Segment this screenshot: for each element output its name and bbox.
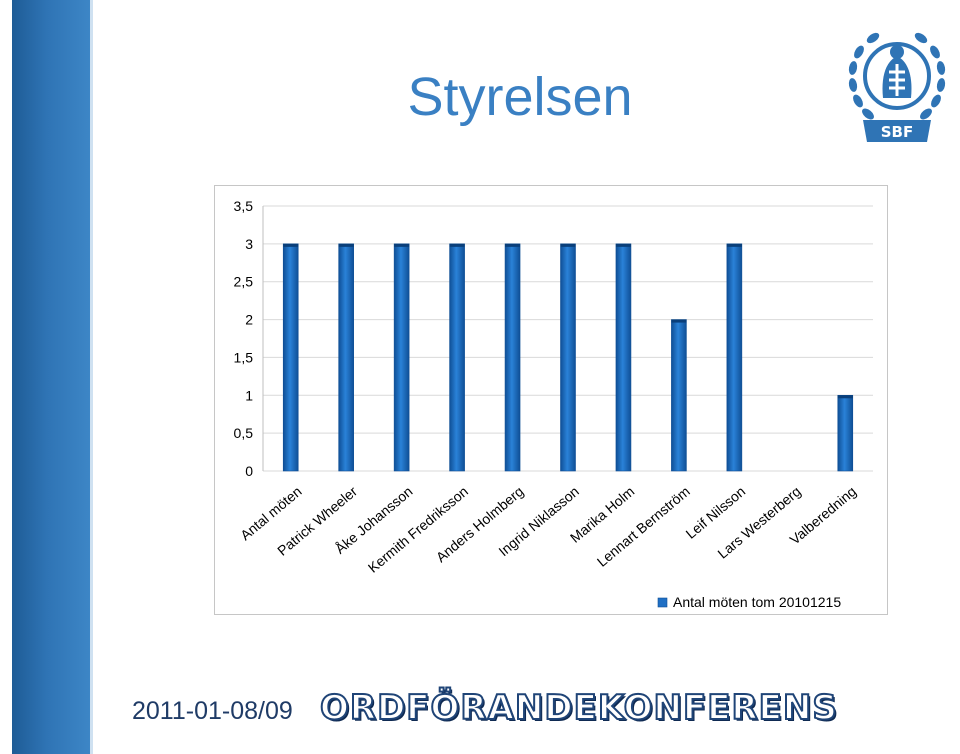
- chart-frame: 0 0,5 1 1,5 2 2,5 3 3,5 Antal möten Patrick Whee…: [214, 185, 888, 615]
- footer-date: 2011-01-08/09: [132, 697, 293, 725]
- logo-text: SBF: [881, 123, 913, 141]
- bar: [504, 243, 521, 472]
- bar-cap: [449, 243, 465, 247]
- bar-cap: [560, 243, 576, 247]
- y-tick-label: 3,5: [234, 198, 254, 214]
- slide-title: Styrelsen: [407, 67, 633, 127]
- y-tick-label: 0,5: [234, 425, 254, 441]
- y-tick-label: 0: [245, 463, 253, 479]
- bar: [615, 243, 632, 472]
- bar: [449, 243, 465, 472]
- side-bar-decoration: [12, 0, 93, 754]
- bar-cap: [505, 243, 521, 247]
- bar-cap: [338, 243, 354, 247]
- y-tick-label: 2,5: [234, 274, 254, 290]
- y-tick-label: 1: [245, 387, 253, 403]
- x-tick-label: Kermith Fredriksson: [365, 483, 471, 576]
- bar: [560, 243, 576, 472]
- y-tick-label: 1,5: [234, 349, 254, 365]
- bar: [338, 243, 354, 472]
- footer-conference-name: ORDFÖRANDEKONFERENS: [319, 687, 838, 729]
- bar-cap: [283, 243, 299, 247]
- y-tick-label: 3: [245, 236, 253, 252]
- bar-cap: [394, 243, 410, 247]
- bar-cap: [671, 319, 687, 323]
- bar: [393, 243, 410, 472]
- bar: [726, 243, 743, 472]
- bar-cap: [837, 395, 853, 399]
- bar: [282, 243, 299, 472]
- bar: [671, 319, 687, 472]
- bar-cap: [726, 243, 742, 247]
- x-tick-label: Lennart Bernström: [594, 483, 693, 570]
- y-tick-label: 2: [245, 312, 253, 328]
- bar: [837, 394, 854, 472]
- legend-label: Antal möten tom 20101215: [673, 594, 841, 610]
- legend-swatch: [657, 597, 668, 608]
- bar-cap: [615, 243, 631, 247]
- sbf-logo-icon: SBF: [848, 32, 946, 142]
